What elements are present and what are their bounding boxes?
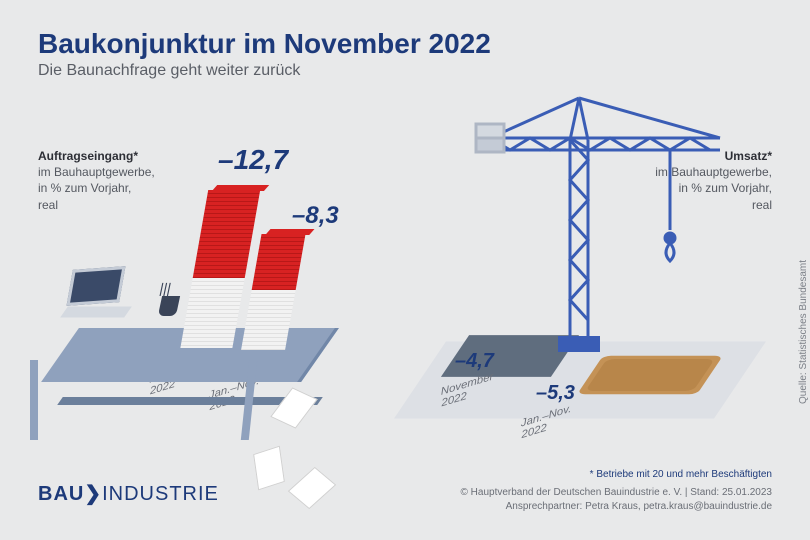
- right-caption-line: real: [752, 198, 772, 212]
- paper-stack-2: [252, 226, 296, 350]
- right-value-2: –5,3: [536, 382, 575, 405]
- pens-icon: |||: [158, 280, 172, 296]
- page-subtitle: Die Baunachfrage geht weiter zurück: [38, 62, 300, 80]
- left-caption-bold: Auftragseingang*: [38, 149, 138, 163]
- right-value-1: –4,7: [455, 350, 494, 373]
- logo-part-1: BAU: [38, 483, 84, 505]
- logo-part-2: INDUSTRIE: [102, 483, 219, 505]
- page-title: Baukonjunktur im November 2022: [38, 28, 491, 60]
- brand-logo: BAU❯INDUSTRIE: [38, 481, 219, 506]
- left-caption-line: real: [38, 198, 58, 212]
- left-value-1: –12,7: [218, 144, 288, 176]
- left-caption-line: in % zum Vorjahr,: [38, 181, 131, 195]
- right-caption-bold: Umsatz*: [725, 149, 772, 163]
- paper-sheet-icon: [253, 446, 285, 491]
- source-text: Quelle: Statistisches Bundesamt: [798, 260, 809, 404]
- paper-sheet-icon: [288, 467, 336, 509]
- left-caption: Auftragseingang* im Bauhauptgewerbe, in …: [38, 148, 155, 213]
- chevron-icon: ❯: [84, 483, 102, 505]
- laptop-icon: [70, 268, 128, 322]
- crane-icon: [430, 80, 730, 380]
- copyright-text: © Hauptverband der Deutschen Bauindustri…: [461, 487, 772, 498]
- footnote-text: * Betriebe mit 20 und mehr Beschäftigten: [590, 469, 772, 480]
- contact-text: Ansprechpartner: Petra Kraus, petra.krau…: [506, 501, 772, 512]
- paper-stack-1: [195, 182, 247, 348]
- left-caption-line: im Bauhauptgewerbe,: [38, 165, 155, 179]
